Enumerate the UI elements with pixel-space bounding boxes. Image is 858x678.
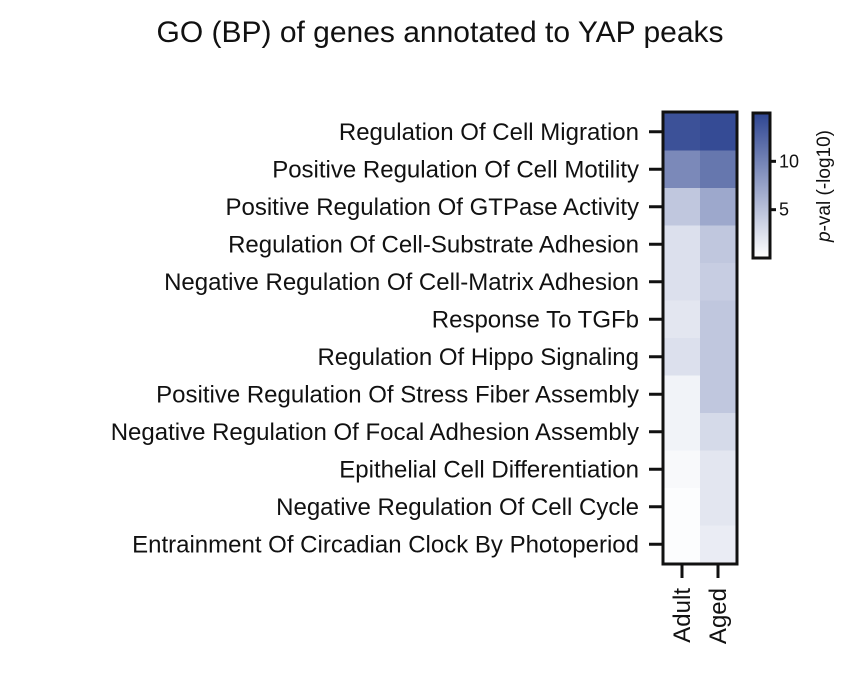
heatmap-cell <box>664 375 701 414</box>
heatmap-cell <box>700 263 737 302</box>
heatmap-cell <box>700 413 737 452</box>
heatmap-cell <box>700 450 737 489</box>
row-label: Negative Regulation Of Cell Cycle <box>276 494 639 521</box>
heatmap-frame <box>661 110 739 566</box>
row-labels: Regulation Of Cell Migration Positive Reg… <box>111 119 639 559</box>
heatmap-cell <box>700 225 737 264</box>
heatmap-cell <box>700 338 737 377</box>
colorbar-ticks: 5 10 <box>770 151 799 220</box>
heatmap-cell <box>700 188 737 227</box>
heatmap-cell <box>664 450 701 489</box>
row-label: Positive Regulation Of Stress Fiber Asse… <box>156 381 639 408</box>
chart-title: GO (BP) of genes annotated to YAP peaks <box>156 16 723 49</box>
row-label: Negative Regulation Of Focal Adhesion As… <box>111 419 639 446</box>
row-label: Negative Regulation Of Cell-Matrix Adhes… <box>164 269 639 296</box>
heatmap-cell <box>664 300 701 339</box>
row-label: Epithelial Cell Differentiation <box>339 456 639 483</box>
heatmap-cell <box>664 263 701 302</box>
row-label: Regulation Of Hippo Signaling <box>317 344 639 371</box>
row-label: Regulation Of Cell-Substrate Adhesion <box>228 231 639 258</box>
column-label: Adult <box>669 588 696 643</box>
row-ticks <box>649 130 663 546</box>
heatmap-cell <box>664 525 701 564</box>
heatmap-cell <box>664 113 701 152</box>
colorbar-label: p-val (-log10) <box>814 130 835 243</box>
column-label: Aged <box>705 588 732 644</box>
heatmap-cell <box>664 188 701 227</box>
colorbar-tick-label: 5 <box>779 200 789 220</box>
heatmap-cell <box>664 413 701 452</box>
column-ticks <box>680 565 720 578</box>
row-label: Positive Regulation Of Cell Motility <box>272 156 639 183</box>
heatmap-cell <box>700 150 737 189</box>
heatmap-cell <box>700 375 737 414</box>
heatmap-cell <box>700 488 737 527</box>
colorbar-tick-label: 10 <box>779 151 799 171</box>
row-label: Entrainment Of Circadian Clock By Photop… <box>132 531 639 558</box>
row-label: Response To TGFb <box>432 306 639 333</box>
heatmap-cell <box>664 488 701 527</box>
column-labels: Adult Aged <box>669 588 732 644</box>
row-label: Regulation Of Cell Migration <box>339 119 639 146</box>
row-label: Positive Regulation Of GTPase Activity <box>225 194 639 221</box>
heatmap-cell <box>700 113 737 152</box>
heatmap-cell <box>664 225 701 264</box>
heatmap-cell <box>664 150 701 189</box>
heatmap-cell <box>700 300 737 339</box>
heatmap-cell <box>664 338 701 377</box>
heatmap-cells <box>664 113 737 564</box>
heatmap-cell <box>700 525 737 564</box>
colorbar <box>751 111 772 260</box>
